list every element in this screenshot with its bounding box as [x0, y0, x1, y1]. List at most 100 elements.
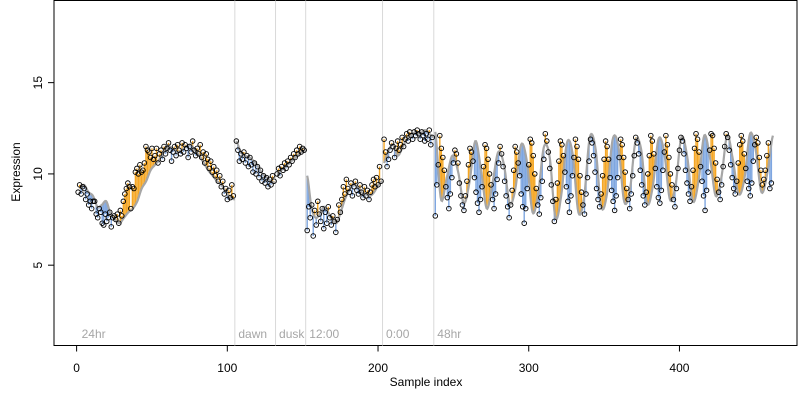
x-tick-label: 0 — [73, 361, 80, 375]
data-point — [322, 209, 329, 215]
fitted-line — [78, 143, 236, 225]
data-point — [563, 183, 570, 190]
data-point — [214, 167, 220, 174]
data-point — [589, 140, 595, 146]
data-point — [547, 165, 553, 172]
data-point — [269, 172, 276, 179]
data-point — [648, 132, 654, 139]
data-point — [313, 222, 319, 228]
data-point — [756, 154, 763, 161]
data-point — [119, 213, 125, 219]
data-point — [492, 191, 499, 197]
data-point — [497, 143, 503, 150]
data-point — [292, 154, 298, 161]
data-point — [675, 165, 681, 172]
data-point — [180, 149, 187, 155]
data-point — [343, 176, 350, 183]
data-point — [470, 158, 476, 164]
data-point — [428, 141, 434, 148]
data-point — [206, 165, 212, 172]
data-point — [376, 163, 383, 170]
data-point — [88, 205, 95, 212]
data-point — [201, 160, 208, 166]
data-point — [628, 191, 634, 197]
data-point — [536, 211, 543, 217]
data-point — [706, 147, 713, 153]
data-point — [637, 167, 644, 174]
data-point — [158, 147, 164, 153]
data-point — [554, 180, 561, 186]
data-point — [690, 167, 696, 174]
data-point — [696, 149, 702, 155]
data-point — [483, 145, 490, 152]
data-point — [532, 171, 538, 177]
y-tick-label: 5 — [31, 262, 45, 269]
data-point — [753, 134, 760, 141]
data-point — [666, 154, 672, 161]
data-point — [613, 193, 619, 199]
data-point — [614, 174, 621, 181]
data-point — [703, 187, 710, 194]
data-point — [660, 167, 666, 174]
x-axis-label: Sample index — [390, 375, 463, 389]
data-point — [693, 131, 699, 137]
data-point — [367, 189, 374, 195]
data-point — [230, 193, 237, 199]
data-point — [749, 180, 755, 186]
data-point — [221, 191, 228, 197]
data-point — [348, 180, 354, 186]
condition-label: 24hr — [82, 327, 106, 341]
data-point — [342, 191, 348, 197]
data-point — [432, 213, 439, 219]
data-point — [152, 152, 158, 159]
data-point — [735, 160, 741, 166]
data-point — [687, 198, 693, 205]
data-point — [247, 154, 253, 161]
data-point — [391, 154, 398, 161]
data-point — [100, 222, 107, 228]
data-point — [642, 202, 648, 208]
data-point — [679, 138, 686, 144]
data-point — [366, 196, 372, 203]
data-point — [173, 152, 179, 159]
data-point — [361, 183, 368, 190]
data-point — [491, 205, 497, 212]
data-point — [189, 138, 196, 144]
data-point — [453, 151, 460, 157]
data-point — [736, 141, 743, 148]
data-point — [697, 163, 704, 170]
y-axis-label: Expression — [9, 142, 23, 201]
data-point — [494, 176, 500, 183]
data-point — [640, 193, 647, 199]
data-point — [185, 154, 191, 161]
data-point — [396, 147, 402, 153]
data-point — [577, 172, 583, 179]
data-point — [102, 211, 108, 217]
data-point — [632, 134, 639, 141]
data-point — [479, 183, 485, 190]
data-point — [661, 149, 668, 155]
data-point — [319, 205, 326, 212]
data-point — [241, 149, 247, 155]
data-point — [602, 138, 609, 144]
data-point — [165, 140, 172, 146]
data-point — [316, 211, 322, 217]
data-point — [137, 162, 143, 168]
condition-labels: 24hr dawn dusk 12:00 0:00 48hr — [82, 327, 462, 341]
data-point — [673, 185, 680, 192]
data-point — [363, 193, 369, 199]
data-point — [605, 156, 612, 163]
data-point — [524, 185, 530, 192]
data-point — [592, 169, 598, 175]
data-points — [75, 127, 775, 239]
data-point — [78, 191, 84, 197]
data-point — [324, 220, 330, 226]
data-point — [762, 167, 769, 174]
data-point — [608, 187, 615, 194]
data-point — [337, 209, 344, 215]
data-point — [732, 191, 738, 197]
data-point — [574, 143, 580, 150]
y-axis: 5 10 15 — [31, 76, 54, 269]
data-point — [203, 151, 209, 157]
data-point — [551, 218, 558, 225]
